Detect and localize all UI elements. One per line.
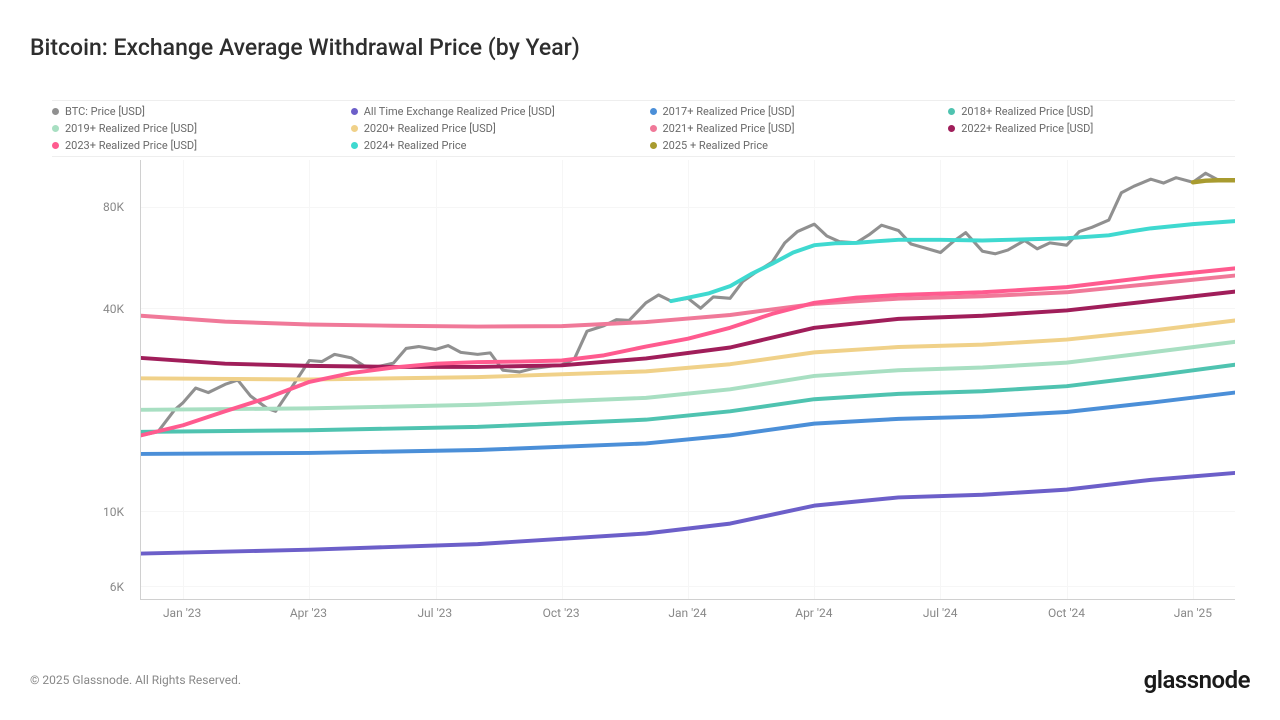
series-line-y2020 [141, 320, 1235, 379]
copyright-text: © 2025 Glassnode. All Rights Reserved. [30, 673, 241, 687]
legend-dot [650, 125, 657, 132]
x-tick-label: Jul '24 [923, 606, 958, 620]
chart-area: 6K 10K 40K 80K Jan '23 Apr '23 Jul '23 Oct '23… [52, 160, 1235, 625]
legend-dot [52, 108, 59, 115]
x-axis: Jan '23 Apr '23 Jul '23 Oct '23 Jan '24 Apr '… [140, 600, 1235, 625]
x-tick-label: Apr '24 [795, 606, 832, 620]
legend-label: 2019+ Realized Price [USD] [65, 122, 197, 135]
legend-dot [351, 108, 358, 115]
series-line-all_time [141, 473, 1235, 554]
legend-label: 2024+ Realized Price [364, 139, 467, 152]
legend-item: 2022+ Realized Price [USD] [948, 122, 1235, 135]
y-tick-label: 80K [103, 200, 124, 214]
y-tick-label: 6K [110, 580, 124, 594]
legend-dot [351, 142, 358, 149]
legend-item: 2019+ Realized Price [USD] [52, 122, 339, 135]
legend-item: BTC: Price [USD] [52, 105, 339, 118]
legend-label: 2020+ Realized Price [USD] [364, 122, 496, 135]
plot-area [140, 160, 1235, 600]
legend-label: BTC: Price [USD] [65, 105, 145, 118]
series-line-y2018 [141, 365, 1235, 432]
legend-dot [948, 108, 955, 115]
x-tick-label: Jul '23 [417, 606, 452, 620]
brand-logo: glassnode [1144, 666, 1250, 694]
legend-dot [351, 125, 358, 132]
x-tick-label: Oct '23 [543, 606, 580, 620]
legend-item: 2018+ Realized Price [USD] [948, 105, 1235, 118]
footer: © 2025 Glassnode. All Rights Reserved. g… [30, 666, 1250, 694]
legend-label: 2023+ Realized Price [USD] [65, 139, 197, 152]
x-tick-label: Jan '24 [668, 606, 706, 620]
chart-svg [141, 160, 1235, 599]
y-tick-label: 40K [103, 302, 124, 316]
y-axis: 6K 10K 40K 80K [52, 160, 132, 600]
legend-item: 2025 + Realized Price [650, 139, 937, 152]
legend-dot [650, 108, 657, 115]
series-line-y2024 [671, 221, 1235, 301]
legend-item: 2017+ Realized Price [USD] [650, 105, 937, 118]
legend-item: All Time Exchange Realized Price [USD] [351, 105, 638, 118]
legend-label: All Time Exchange Realized Price [USD] [364, 105, 555, 118]
x-tick-label: Jan '25 [1174, 606, 1212, 620]
legend-dot [650, 142, 657, 149]
y-tick-label: 10K [103, 505, 124, 519]
legend-label: 2025 + Realized Price [663, 139, 768, 152]
legend-dot [52, 125, 59, 132]
legend-item: 2021+ Realized Price [USD] [650, 122, 937, 135]
legend-label: 2021+ Realized Price [USD] [663, 122, 795, 135]
x-tick-label: Jan '23 [163, 606, 201, 620]
legend-dot [948, 125, 955, 132]
series-line-y2017 [141, 393, 1235, 454]
x-tick-label: Oct '24 [1048, 606, 1085, 620]
x-tick-label: Apr '23 [290, 606, 327, 620]
legend-item: 2024+ Realized Price [351, 139, 638, 152]
series-line-y2025 [1193, 180, 1235, 182]
legend-item: 2023+ Realized Price [USD] [52, 139, 339, 152]
legend-item: 2020+ Realized Price [USD] [351, 122, 638, 135]
series-line-btc_price [141, 173, 1235, 435]
series-line-y2021 [141, 276, 1235, 327]
legend: BTC: Price [USD] All Time Exchange Realiz… [52, 100, 1235, 157]
legend-label: 2018+ Realized Price [USD] [961, 105, 1093, 118]
series-line-y2022 [141, 292, 1235, 367]
chart-title: Bitcoin: Exchange Average Withdrawal Pri… [30, 34, 580, 61]
legend-dot [52, 142, 59, 149]
legend-label: 2017+ Realized Price [USD] [663, 105, 795, 118]
legend-label: 2022+ Realized Price [USD] [961, 122, 1093, 135]
